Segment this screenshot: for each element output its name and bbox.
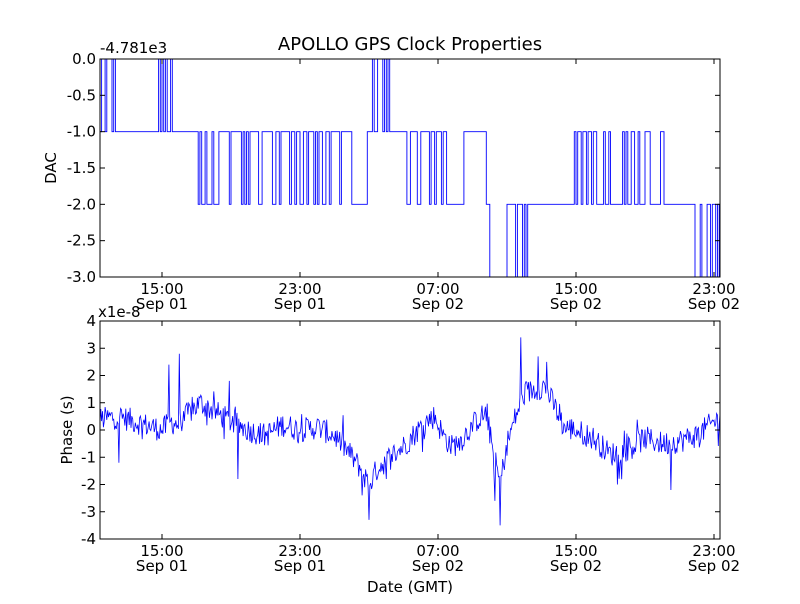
dac-ytick-label: -3.0 (67, 268, 96, 286)
phase-xtick-label-date: Sep 02 (412, 557, 464, 575)
phase-offset-label: x1e-8 (98, 303, 141, 321)
dac-ytick-label: 0.0 (72, 50, 96, 68)
phase-xtick-label-time: 07:00 (416, 542, 459, 560)
phase-ytick-label: -2 (81, 476, 96, 494)
phase-ytick-label: 4 (86, 312, 96, 330)
dac-xtick-label-time: 15:00 (554, 280, 597, 298)
dac-xtick-label-date: Sep 02 (412, 295, 464, 313)
phase-xtick-label-time: 15:00 (554, 542, 597, 560)
phase-xtick-label-time: 15:00 (140, 542, 183, 560)
phase-xtick-label-date: Sep 01 (274, 557, 326, 575)
dac-xtick-label-date: Sep 02 (550, 295, 602, 313)
phase-series-line (100, 337, 720, 526)
dac-series-line (100, 59, 720, 277)
phase-ytick-label: 3 (86, 339, 96, 357)
phase-ytick-label: 0 (86, 421, 96, 439)
phase-ytick-label: 1 (86, 394, 96, 412)
dac-xtick-label-time: 15:00 (140, 280, 183, 298)
phase-y-axis-label: Phase (s) (58, 395, 76, 464)
dac-ytick-label: -0.5 (67, 86, 96, 104)
dac-ytick-label: -1.5 (67, 159, 96, 177)
dac-y-axis-label: DAC (42, 152, 60, 184)
dac-xtick-label-date: Sep 01 (274, 295, 326, 313)
phase-xtick-label-date: Sep 02 (688, 557, 740, 575)
phase-ytick-label: -3 (81, 503, 96, 521)
dac-xtick-label-time: 07:00 (416, 280, 459, 298)
phase-xtick-label-time: 23:00 (692, 542, 735, 560)
phase-x-axis-label: Date (GMT) (367, 578, 453, 596)
phase-ytick-label: -4 (81, 530, 96, 548)
phase-xtick-label-date: Sep 02 (550, 557, 602, 575)
dac-ytick-label: -2.5 (67, 232, 96, 250)
dac-xtick-label-date: Sep 01 (136, 295, 188, 313)
dac-xtick-label-time: 23:00 (692, 280, 735, 298)
dac-ytick-label: -1.0 (67, 123, 96, 141)
phase-ytick-label: -1 (81, 448, 96, 466)
dac-offset-label: -4.781e3 (100, 39, 167, 57)
phase-xtick-label-date: Sep 01 (136, 557, 188, 575)
dac-xtick-label-time: 23:00 (278, 280, 321, 298)
phase-ytick-label: 2 (86, 367, 96, 385)
figure-title: APOLLO GPS Clock Properties (278, 34, 542, 55)
dac-xtick-label-date: Sep 02 (688, 295, 740, 313)
dac-ytick-label: -2.0 (67, 195, 96, 213)
phase-xtick-label-time: 23:00 (278, 542, 321, 560)
